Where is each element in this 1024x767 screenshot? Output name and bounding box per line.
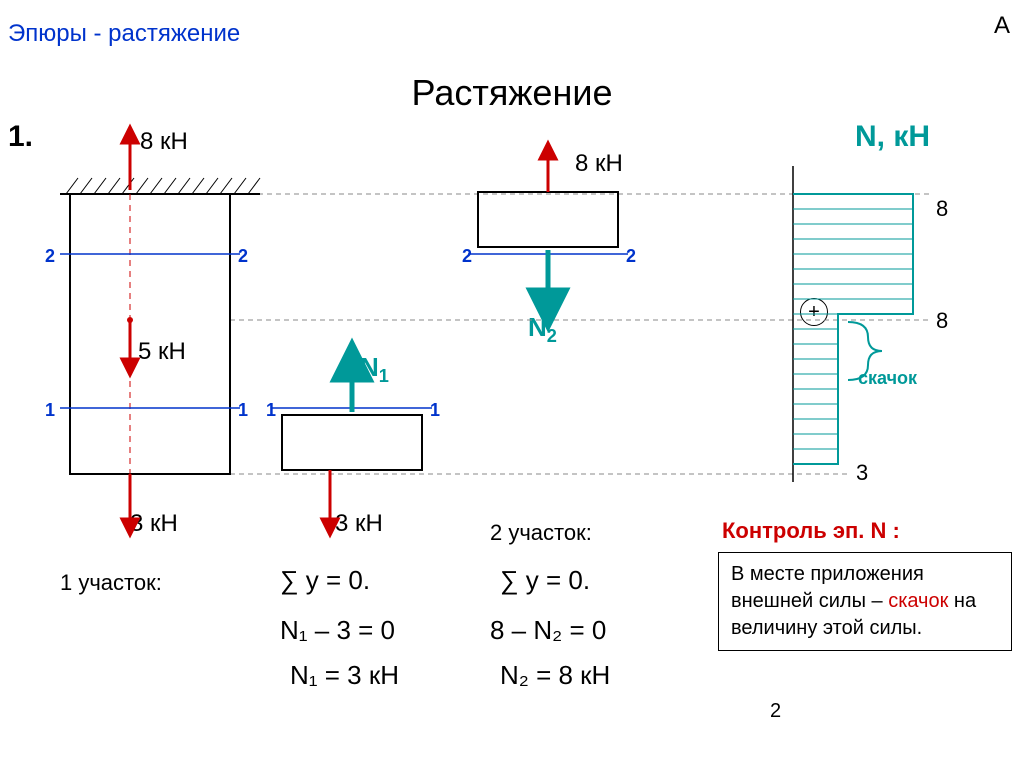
seg1-force-label: 3 кН <box>335 510 383 538</box>
seg2-eq1: 8 – N₂ = 0 <box>490 615 606 646</box>
control-text-box: В месте приложения внешней силы – скачок… <box>718 552 1012 651</box>
seg2-mark-2-r: 2 <box>626 246 636 267</box>
page-title: Растяжение <box>0 72 1024 114</box>
guide-lines <box>60 194 930 474</box>
epure-axis-label: N, кН <box>855 120 930 154</box>
control-jump-word: скачок <box>888 590 948 612</box>
n2-label: N2 <box>528 312 557 347</box>
epure-jump-label: скачок <box>858 368 917 389</box>
seg2-mark-2-l: 2 <box>462 246 472 267</box>
header-link[interactable]: Эпюры - растяжение <box>8 20 240 48</box>
epure-val-step: 8 <box>936 308 948 334</box>
support-hatch-icon <box>60 178 260 194</box>
seg1-sumy: ∑ y = 0. <box>280 565 370 596</box>
seg2-title: 2 участок: <box>490 520 592 546</box>
section-1-right-a: 1 <box>238 400 248 421</box>
epure-val-top: 8 <box>936 196 948 222</box>
seg2-top-force-label: 8 кН <box>575 150 623 178</box>
seg1-eq2: N₁ = 3 кН <box>290 660 399 691</box>
seg2-sumy: ∑ y = 0. <box>500 565 590 596</box>
seg1-title: 1 участок: <box>60 570 162 596</box>
section-2-left-a: 2 <box>45 246 55 267</box>
seg2-box <box>478 192 618 247</box>
corner-letter: A <box>994 12 1010 40</box>
force-bot-label: 3 кН <box>130 510 178 538</box>
force-mid-label: 5 кН <box>138 338 186 366</box>
seg1-eq1: N₁ – 3 = 0 <box>280 615 395 646</box>
seg1-mark-1-r: 1 <box>430 400 440 421</box>
main-bar <box>70 194 230 474</box>
section-2-right-a: 2 <box>238 246 248 267</box>
problem-number: 1. <box>8 120 33 154</box>
seg1-box <box>282 415 422 470</box>
control-title: Контроль эп. N : <box>722 518 900 544</box>
section-1-left-a: 1 <box>45 400 55 421</box>
page-number: 2 <box>770 700 781 723</box>
epure-plus-sign: + <box>800 298 828 326</box>
force-top-label: 8 кН <box>140 128 188 156</box>
n1-label: N1 <box>360 352 389 387</box>
seg2-eq2: N₂ = 8 кН <box>500 660 610 691</box>
seg1-mark-1-l: 1 <box>266 400 276 421</box>
epure-val-bot: 3 <box>856 460 868 486</box>
